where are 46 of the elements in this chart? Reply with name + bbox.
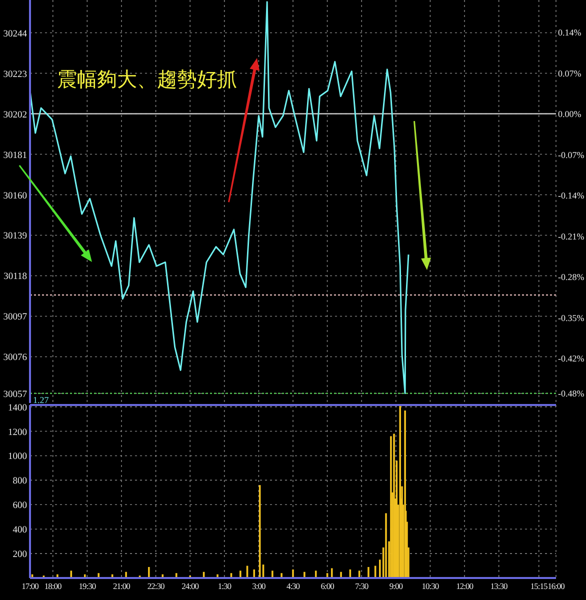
annotation: 震幅夠大、趨勢好抓: [57, 67, 237, 91]
x-tick-label: 9:00: [389, 581, 403, 591]
x-tick-label: 22:30: [147, 581, 164, 591]
y2-tick-label: -0.28%: [558, 272, 585, 282]
x-tick-label: 18:00: [44, 581, 62, 591]
y-tick-label: 30160: [3, 191, 28, 202]
x-tick-label: 24:00: [182, 581, 199, 591]
y-tick-label: 600: [12, 501, 28, 512]
y2-tick-label: -0.48%: [558, 388, 585, 399]
x-tick-label: 3:00: [252, 581, 266, 591]
y-tick-label: 1400: [8, 403, 28, 414]
x-tick-label: 4:30: [286, 581, 300, 591]
y2-tick-label: -0.35%: [558, 312, 585, 323]
y-tick-label: 400: [12, 526, 28, 536]
x-tick-label: 7:30: [355, 581, 368, 591]
y2-tick-label: -0.21%: [558, 231, 585, 242]
y2-tick-label: 0.14%: [558, 28, 582, 38]
y2-tick-label: -0.07%: [558, 150, 585, 160]
y-tick-label: 30202: [3, 110, 28, 120]
x-tick-label: 15:15: [530, 581, 548, 591]
y2-tick-label: 0.00%: [558, 109, 582, 120]
y-tick-label: 200: [12, 550, 28, 560]
x-tick-label: 17:00: [22, 581, 39, 591]
y-tick-label: 30097: [3, 312, 28, 323]
x-tick-label: 19:30: [78, 581, 96, 591]
y-tick-label: 30244: [3, 29, 28, 40]
y-tick-label: 30223: [3, 70, 28, 80]
x-tick-label: 1:30: [218, 581, 232, 591]
x-tick-label: 21:00: [113, 581, 130, 591]
y-tick-label: 30076: [3, 353, 28, 364]
y2-tick-label: 0.07%: [558, 68, 582, 78]
y-tick-label: 1000: [8, 452, 28, 462]
y2-tick-label: -0.42%: [558, 354, 585, 364]
x-tick-label: 6:00: [320, 581, 334, 591]
y-tick-label: 30057: [3, 390, 28, 400]
y-tick-label: 30118: [4, 272, 28, 282]
y-tick-label: 30139: [3, 232, 28, 242]
y-tick-label: 800: [12, 476, 28, 487]
annotation: 1.27: [33, 395, 50, 405]
x-tick-label: 16:00: [548, 581, 565, 591]
x-tick-label: 12:00: [456, 581, 474, 591]
y-tick-label: 1200: [8, 428, 28, 438]
y-tick-label: 30181: [3, 150, 28, 161]
x-tick-label: 13:30: [490, 581, 508, 591]
y2-tick-label: -0.14%: [558, 190, 585, 201]
x-tick-label: 10:30: [422, 581, 439, 591]
